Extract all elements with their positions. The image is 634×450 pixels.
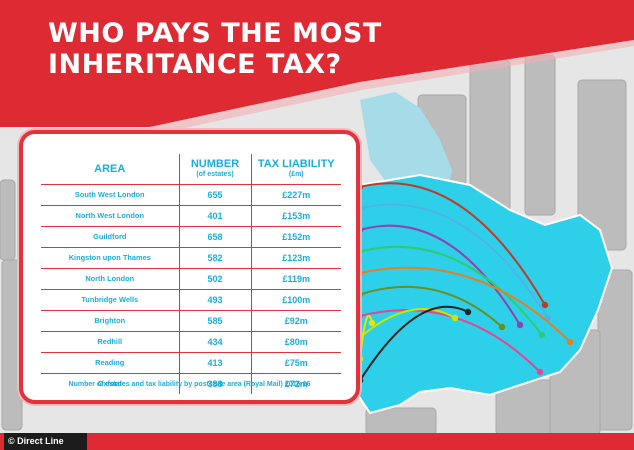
column-header-tax: TAX LIABILITY (£m)	[257, 158, 335, 179]
connector-line	[359, 285, 503, 328]
connector-end-dot	[464, 308, 472, 316]
data-table-panel: AREA NUMBER (of estates) TAX LIABILITY (£m…	[19, 130, 360, 404]
column-header-number: NUMBER (of estates)	[179, 154, 252, 184]
connector-line	[359, 203, 549, 319]
row-tax: £72m	[251, 372, 341, 394]
row-number: 585	[179, 309, 252, 331]
source-note: Number of estates and tax liability by p…	[68, 381, 311, 388]
row-area: Oxford	[41, 372, 180, 394]
row-number: 401	[179, 204, 252, 226]
table-row: North London 502 £119m	[41, 267, 341, 289]
row-number: 502	[179, 267, 252, 289]
row-area: Reading	[41, 351, 180, 373]
table-header-row: AREA NUMBER (of estates) TAX LIABILITY (£m…	[41, 154, 341, 184]
header-band	[0, 0, 634, 127]
row-number: 493	[179, 288, 252, 310]
row-area: North West London	[41, 204, 180, 226]
row-tax: £227m	[251, 183, 341, 205]
connector-end-dot	[498, 323, 506, 331]
row-tax: £100m	[251, 288, 341, 310]
row-tax: £75m	[251, 351, 341, 373]
table-row: Redhill 434 £80m	[41, 330, 341, 352]
table-row: Brighton 585 £92m	[41, 309, 341, 331]
map-shape	[348, 92, 614, 415]
row-number: 658	[179, 225, 252, 247]
table-row: North West London 401 £153m	[41, 204, 341, 226]
row-area: Tunbridge Wells	[41, 288, 180, 310]
row-area: Redhill	[41, 330, 180, 352]
row-tax: £92m	[251, 309, 341, 331]
connector-line	[359, 308, 456, 339]
table-row: Reading 413 £75m	[41, 351, 341, 373]
connector-end-dot	[538, 331, 546, 339]
row-number: 582	[179, 246, 252, 268]
row-area: North London	[41, 267, 180, 289]
row-area: Kingston upon Thames	[41, 246, 180, 268]
connector-end-dot	[566, 338, 574, 346]
row-tax: £80m	[251, 330, 341, 352]
connector-line	[359, 314, 373, 360]
connector-end-dot	[451, 314, 459, 322]
row-number: 655	[179, 183, 252, 205]
connector-line	[359, 182, 546, 306]
connector-end-dot	[536, 368, 544, 376]
connector-line	[359, 266, 571, 343]
row-number: 434	[179, 330, 252, 352]
direct-line-logo: © Direct Line	[4, 433, 87, 450]
connector-end-dot	[368, 319, 376, 327]
row-area: Brighton	[41, 309, 180, 331]
table-row: Tunbridge Wells 493 £100m	[41, 288, 341, 310]
column-header-area: AREA	[41, 154, 180, 184]
table-row: South West London 655 £227m	[41, 183, 341, 205]
tax-table: AREA NUMBER (of estates) TAX LIABILITY (£m…	[41, 154, 341, 394]
connector-line	[359, 305, 469, 382]
row-number: 413	[179, 351, 252, 373]
row-area: South West London	[41, 183, 180, 205]
row-number: 388	[179, 372, 252, 394]
page-title: WHO PAYS THE MOST INHERITANCE TAX?	[48, 18, 382, 80]
table-row: Kingston upon Thames 582 £123m	[41, 246, 341, 268]
table-row: Guildford 658 £152m	[41, 225, 341, 247]
connector-end-dot	[541, 301, 549, 309]
row-tax: £152m	[251, 225, 341, 247]
connector-line	[359, 224, 521, 326]
table-row: Oxford 388 £72m	[41, 372, 341, 394]
connector-end-dot	[516, 321, 524, 329]
row-tax: £123m	[251, 246, 341, 268]
row-area: Guildford	[41, 225, 180, 247]
row-tax: £153m	[251, 204, 341, 226]
footer-bar: © Direct Line	[0, 433, 634, 450]
connector-line	[359, 245, 543, 336]
row-tax: £119m	[251, 267, 341, 289]
